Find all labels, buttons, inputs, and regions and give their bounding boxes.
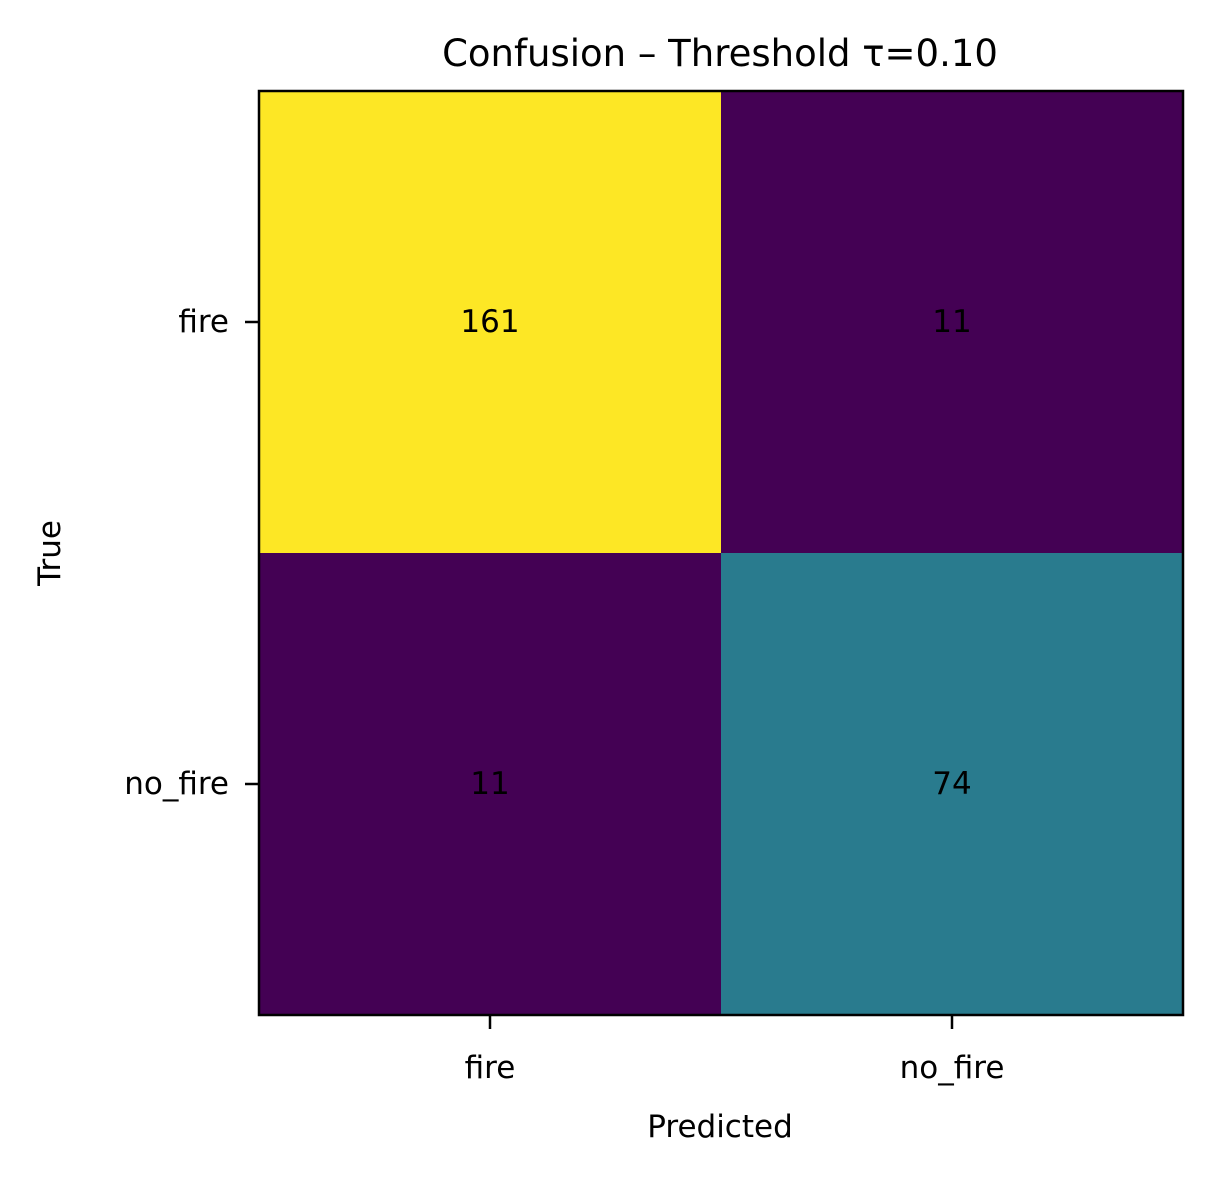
heatmap-cell-no_fire-no_fire <box>721 553 1184 1016</box>
y-tick-label-fire: fire <box>178 304 229 340</box>
heatmap-cell-fire-fire <box>259 91 722 554</box>
heatmap-cells: 161 11 11 74 <box>259 91 1184 1016</box>
cell-value-fire-no_fire: 11 <box>932 304 971 340</box>
y-tick-label-no_fire: no_fire <box>124 766 229 802</box>
x-tick-label-fire: fire <box>465 1050 516 1086</box>
cell-value-fire-fire: 161 <box>460 304 519 340</box>
cell-value-no_fire-fire: 11 <box>470 766 509 802</box>
cell-value-no_fire-no_fire: 74 <box>932 766 971 802</box>
x-axis-ticks: fire no_fire <box>465 1015 1005 1086</box>
heatmap-cell-fire-no_fire <box>721 91 1184 554</box>
y-axis-label: True <box>32 520 68 587</box>
chart-title: Confusion – Threshold τ=0.10 <box>442 32 998 75</box>
x-axis-label: Predicted <box>647 1109 793 1145</box>
y-axis-ticks: fire no_fire <box>124 304 259 802</box>
x-tick-label-no_fire: no_fire <box>900 1050 1005 1086</box>
plot-frame <box>257 89 1185 1017</box>
heatmap-cell-no_fire-fire <box>259 553 722 1016</box>
